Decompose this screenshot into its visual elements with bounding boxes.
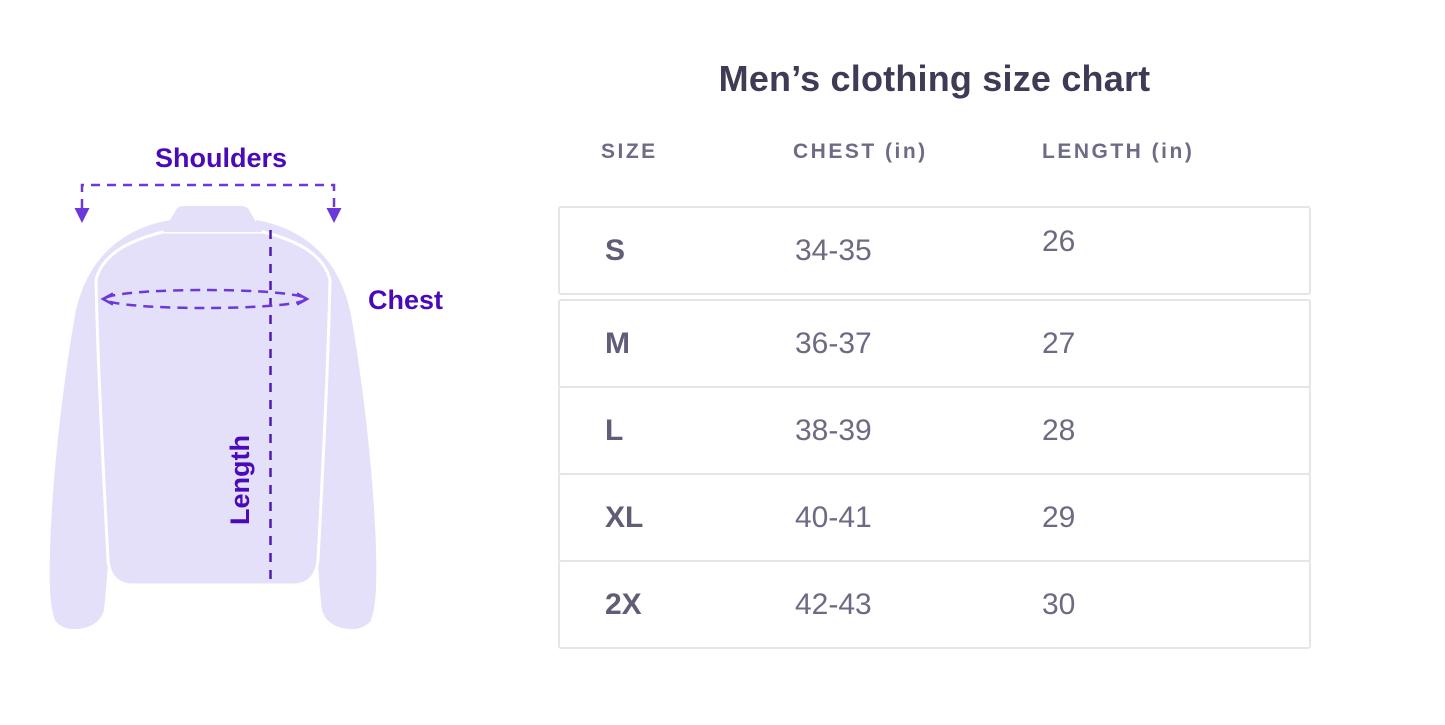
chest-label: Chest (368, 285, 443, 315)
shoulders-measure-line (74, 183, 342, 223)
table-row: L 38-39 28 (558, 386, 1311, 475)
table-row: 2X 42-43 30 (558, 560, 1311, 649)
chest-value: 34-35 (795, 233, 872, 267)
arrow-left-icon (100, 292, 114, 306)
chest-value: 36-37 (795, 326, 872, 360)
size-table: S 34-35 26 M 36-37 27 L 38-39 28 XL 40-4… (558, 206, 1311, 649)
size-value: 2X (605, 587, 642, 621)
arrow-right-icon (296, 292, 310, 306)
chest-value: 38-39 (795, 413, 872, 447)
size-value: L (605, 413, 624, 447)
page-title: Men’s clothing size chart (718, 58, 1151, 99)
length-value: 28 (1042, 413, 1076, 447)
shirt-collar (163, 206, 262, 232)
chest-value: 42-43 (795, 587, 872, 621)
shoulders-label: Shoulders (155, 143, 287, 173)
length-value: 27 (1042, 326, 1076, 360)
arrow-down-right-icon (326, 208, 342, 223)
column-header-size: SIZE (601, 140, 658, 163)
length-value: 29 (1042, 500, 1076, 534)
size-value: XL (605, 500, 644, 534)
chest-measure-ellipse (100, 288, 310, 310)
size-value: M (605, 326, 630, 360)
column-header-length: LENGTH (in) (1042, 140, 1195, 163)
length-label: Length (225, 435, 255, 525)
table-row: XL 40-41 29 (558, 473, 1311, 562)
size-value: S (605, 233, 626, 267)
table-row: M 36-37 27 (558, 299, 1311, 388)
shirt-illustration (49, 206, 377, 630)
shirt-measurement-diagram: Shoulders Chest Length (49, 143, 443, 630)
chest-value: 40-41 (795, 500, 872, 534)
shirt-body (94, 230, 332, 587)
length-value: 26 (1042, 224, 1076, 258)
table-row: S 34-35 26 (558, 206, 1311, 295)
column-header-chest: CHEST (in) (793, 140, 928, 163)
arrow-down-left-icon (74, 208, 90, 223)
length-value: 30 (1042, 587, 1076, 621)
